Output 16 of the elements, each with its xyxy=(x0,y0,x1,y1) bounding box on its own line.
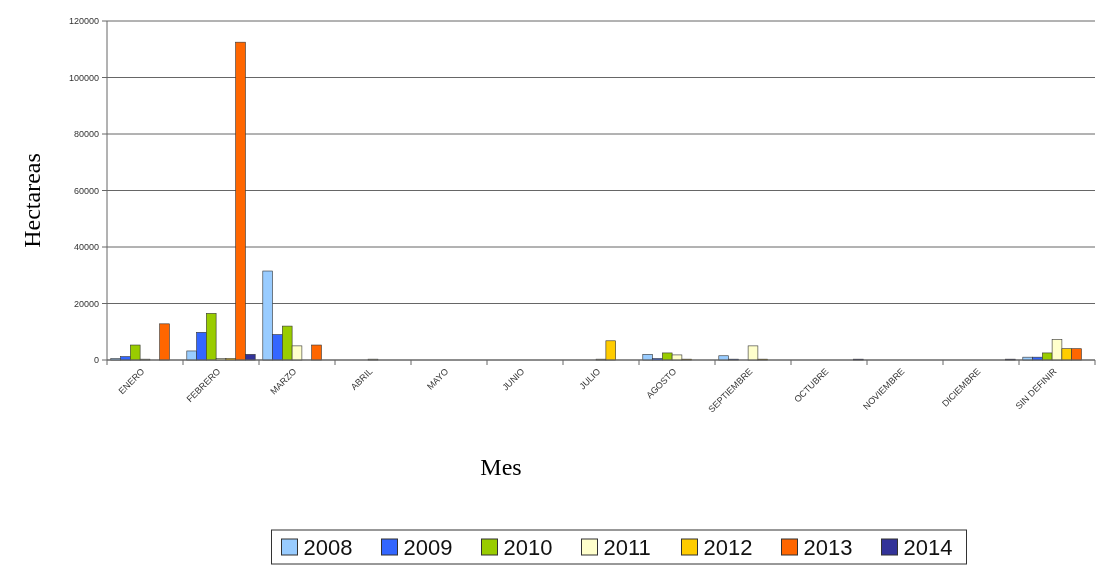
y-tick-label: 80000 xyxy=(73,129,99,140)
legend-label: 2010 xyxy=(503,535,553,560)
legend-label: 2014 xyxy=(903,535,953,560)
y-tick-label: 40000 xyxy=(73,242,99,253)
x-axis-title: Mes xyxy=(480,454,522,480)
y-tick-label: 20000 xyxy=(73,298,99,309)
legend-label: 2012 xyxy=(703,535,753,560)
legend-label: 2009 xyxy=(403,535,453,560)
y-tick-label: 100000 xyxy=(68,72,99,83)
legend-label: 2011 xyxy=(603,535,651,560)
y-axis-title: Hectareas xyxy=(19,153,45,248)
y-tick-label: 60000 xyxy=(73,185,99,196)
y-tick-label: 0 xyxy=(93,355,99,366)
legend-label: 2013 xyxy=(803,535,853,560)
legend-label: 2008 xyxy=(303,535,353,560)
y-tick-label: 120000 xyxy=(68,16,99,27)
